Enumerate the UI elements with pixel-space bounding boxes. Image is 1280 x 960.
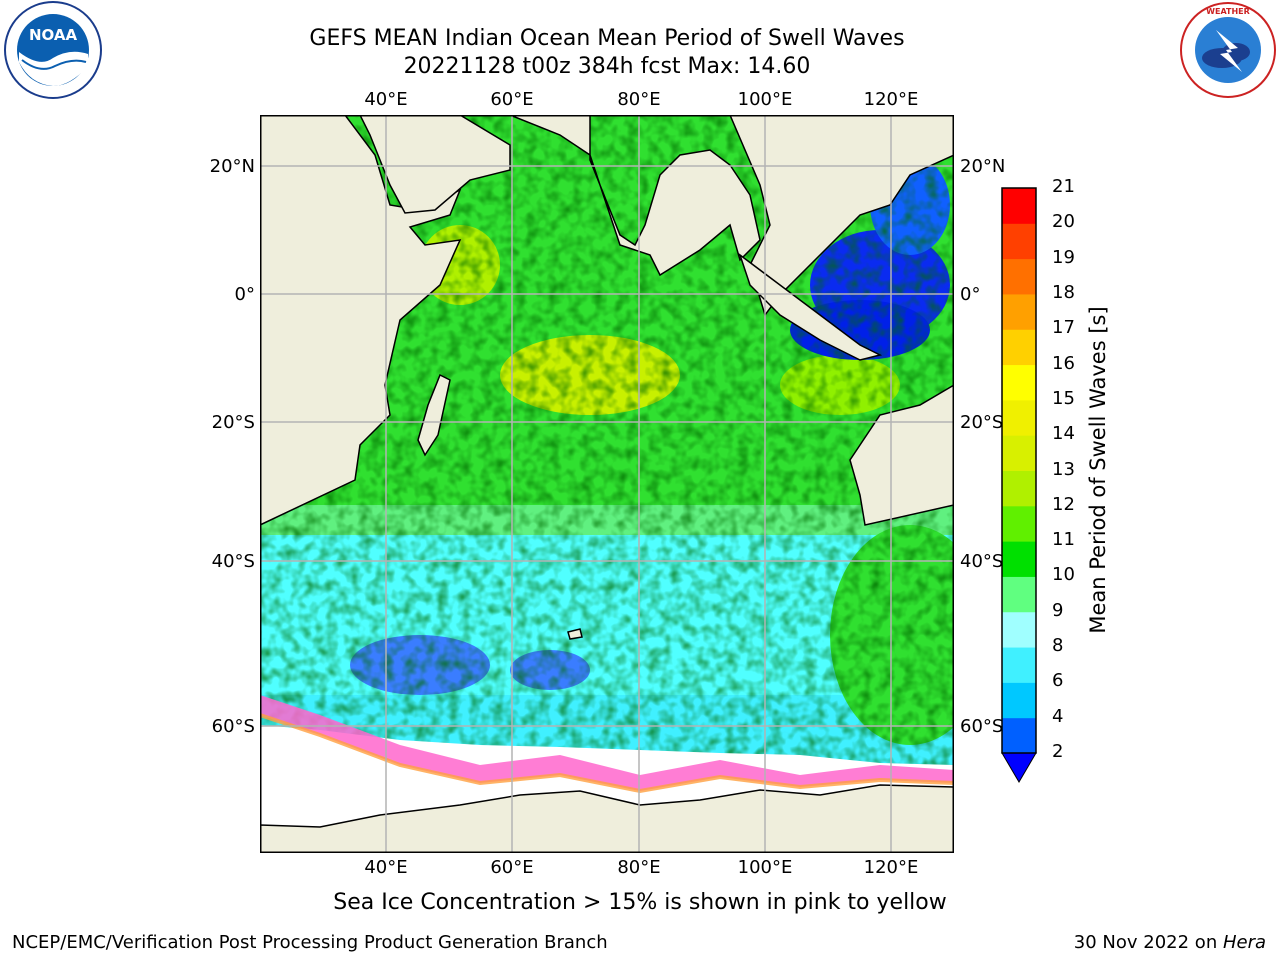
sea-ice-edge xyxy=(260,713,954,794)
lon-tick-bottom: 120°E xyxy=(863,857,919,878)
lon-tick-top: 120°E xyxy=(863,89,919,110)
colorbar-tick-label: 8 xyxy=(1052,635,1064,657)
chart-title: GEFS MEAN Indian Ocean Mean Period of Sw… xyxy=(309,26,905,51)
colorbar-segment xyxy=(1002,329,1036,366)
footer-date-text: 30 Nov 2022 on xyxy=(1073,932,1223,953)
colorbar-tick-label: 18 xyxy=(1052,281,1075,303)
colorbar-segment xyxy=(1002,293,1036,330)
land-arabia xyxy=(359,115,511,214)
colorbar-segment xyxy=(1002,399,1036,436)
colorbar-tick-label: 15 xyxy=(1052,387,1075,409)
colorbar-segment xyxy=(1002,611,1036,648)
chart-subtitle: 20221128 t00z 384h fcst Max: 14.60 xyxy=(403,54,811,79)
lon-tick-bottom: 40°E xyxy=(364,857,408,878)
lon-tick-bottom: 80°E xyxy=(617,857,661,878)
colorbar-segment xyxy=(1002,647,1036,683)
lat-tick-right: 0° xyxy=(960,284,981,305)
lon-tick-top: 60°E xyxy=(490,89,534,110)
colorbar-under-triangle xyxy=(1001,752,1037,783)
land-india xyxy=(509,115,761,277)
colorbar-tick-label: 14 xyxy=(1052,423,1075,445)
colorbar-title: Mean Period of Swell Waves [s] xyxy=(1086,306,1110,634)
colorbar-segment xyxy=(1002,364,1036,401)
lat-tick-left: 20°N xyxy=(209,156,255,177)
colorbar-segment xyxy=(1002,541,1036,577)
colorbar-tick-label: 16 xyxy=(1052,352,1075,374)
lon-tick-top: 40°E xyxy=(364,89,408,110)
colorbar-segment xyxy=(1002,470,1036,507)
colorbar-tick-label: 10 xyxy=(1052,564,1075,586)
colorbar-segment xyxy=(1002,505,1036,542)
sea-ice-band xyxy=(260,695,954,791)
footer-date: 30 Nov 2022 on Hera xyxy=(1074,932,1266,953)
land-seasia xyxy=(729,115,954,317)
svg-text:WEATHER: WEATHER xyxy=(1206,7,1250,16)
colorbar-tick-label: 17 xyxy=(1052,317,1075,339)
graticule xyxy=(260,115,954,853)
lat-tick-right: 20°N xyxy=(960,156,1006,177)
lon-tick-bottom: 60°E xyxy=(490,857,534,878)
colorbar xyxy=(1001,187,1037,783)
svg-text:NOAA: NOAA xyxy=(29,26,78,44)
colorbar-tick-label: 13 xyxy=(1052,458,1075,480)
colorbar-tick-label: 19 xyxy=(1052,246,1075,268)
lat-tick-left: 60°S xyxy=(211,716,255,737)
noaa-logo-icon: NOAA xyxy=(4,1,102,99)
lat-tick-right: 60°S xyxy=(960,716,1004,737)
colorbar-tick-label: 2 xyxy=(1052,741,1064,762)
colorbar-tick-label: 6 xyxy=(1052,670,1064,692)
land-madagascar xyxy=(417,373,451,457)
nws-logo-icon: WEATHER xyxy=(1180,2,1276,98)
colorbar-tick-label: 4 xyxy=(1052,705,1064,727)
footer-credit: NCEP/EMC/Verification Post Processing Pr… xyxy=(12,932,608,953)
lat-tick-right: 40°S xyxy=(960,551,1004,572)
land-antarctica xyxy=(260,784,954,853)
lon-tick-top: 100°E xyxy=(737,89,793,110)
lat-tick-left: 40°S xyxy=(211,551,255,572)
colorbar-segment xyxy=(1002,223,1036,260)
colorbar-tick-label: 21 xyxy=(1052,176,1075,197)
lat-tick-left: 20°S xyxy=(211,412,255,433)
colorbar-tick-label: 12 xyxy=(1052,493,1075,515)
colorbar-tick-label: 11 xyxy=(1052,529,1075,551)
land-masses xyxy=(260,115,954,853)
lat-tick-left: 0° xyxy=(234,284,255,305)
colorbar-segment xyxy=(1002,576,1036,613)
lon-tick-bottom: 100°E xyxy=(737,857,793,878)
colorbar-segment xyxy=(1002,188,1036,224)
colorbar-segment xyxy=(1002,435,1036,471)
lat-tick-right: 20°S xyxy=(960,412,1004,433)
land-australia xyxy=(849,384,954,526)
sea-ice-caption: Sea Ice Concentration > 15% is shown in … xyxy=(333,890,947,915)
footer-host: Hera xyxy=(1222,932,1266,953)
swell-period-map xyxy=(260,115,954,853)
land-kerguelen xyxy=(567,628,583,640)
colorbar-segment xyxy=(1002,717,1036,754)
colorbar-segment xyxy=(1002,258,1036,295)
colorbar-tick-label: 20 xyxy=(1052,211,1075,233)
colorbar-tick-label: 9 xyxy=(1052,599,1064,621)
colorbar-segment xyxy=(1002,682,1036,719)
lon-tick-top: 80°E xyxy=(617,89,661,110)
